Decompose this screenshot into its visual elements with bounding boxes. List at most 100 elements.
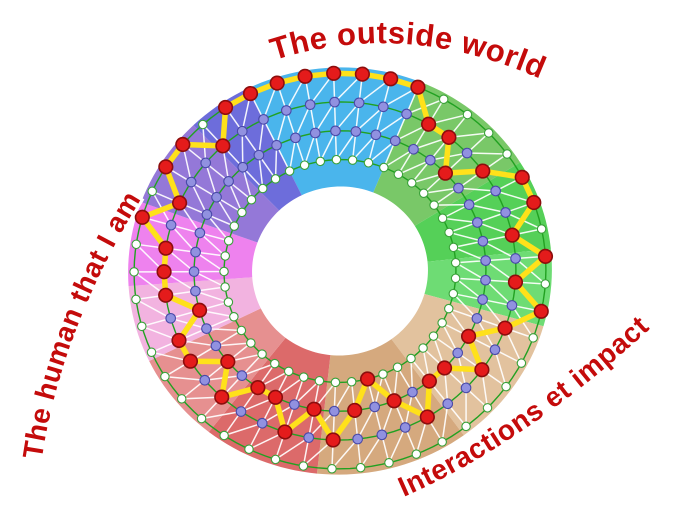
- selected-level-node[interactable]: [134, 209, 150, 225]
- ring1-node[interactable]: [463, 199, 475, 210]
- ring3-node[interactable]: [536, 224, 547, 234]
- ring0-node[interactable]: [246, 338, 256, 348]
- ring1-node[interactable]: [408, 143, 419, 155]
- selected-level-node[interactable]: [217, 99, 234, 116]
- ring1-node[interactable]: [350, 126, 362, 137]
- ring1-node[interactable]: [236, 370, 248, 381]
- ring1-node[interactable]: [190, 246, 201, 258]
- ring0-node[interactable]: [437, 213, 448, 224]
- ring0-node[interactable]: [444, 303, 454, 314]
- ring2-node[interactable]: [304, 99, 316, 111]
- selected-level-node[interactable]: [419, 409, 435, 425]
- ring0-node[interactable]: [448, 242, 459, 253]
- selected-level-node[interactable]: [215, 138, 231, 154]
- ring0-node[interactable]: [392, 362, 403, 372]
- ring2-node[interactable]: [235, 406, 247, 417]
- selected-level-node[interactable]: [497, 320, 513, 336]
- ring3-node[interactable]: [438, 94, 449, 104]
- ring3-node[interactable]: [461, 421, 471, 432]
- ring1-node[interactable]: [237, 161, 249, 173]
- ring2-node[interactable]: [399, 422, 411, 433]
- selected-level-node[interactable]: [347, 402, 363, 418]
- ring1-node[interactable]: [424, 154, 436, 166]
- selected-level-node[interactable]: [504, 227, 520, 243]
- ring2-node[interactable]: [165, 219, 177, 231]
- ring0-node[interactable]: [223, 297, 234, 307]
- selected-level-node[interactable]: [269, 75, 285, 91]
- ring2-node[interactable]: [199, 374, 211, 386]
- ring3-node[interactable]: [131, 239, 141, 250]
- ring3-node[interactable]: [437, 437, 447, 447]
- ring0-node[interactable]: [270, 358, 280, 369]
- ring2-node[interactable]: [461, 147, 473, 159]
- selected-level-node[interactable]: [436, 360, 453, 376]
- ring1-node[interactable]: [477, 235, 489, 247]
- ring2-node[interactable]: [376, 429, 388, 441]
- ring1-node[interactable]: [452, 347, 464, 359]
- ring1-node[interactable]: [290, 132, 301, 144]
- ring0-node[interactable]: [283, 366, 294, 377]
- ring1-node[interactable]: [328, 405, 340, 417]
- selected-level-node[interactable]: [354, 66, 370, 82]
- ring3-node[interactable]: [146, 347, 157, 358]
- ring1-node[interactable]: [190, 285, 201, 297]
- ring2-node[interactable]: [258, 114, 269, 125]
- selected-level-node[interactable]: [158, 287, 174, 303]
- ring3-node[interactable]: [462, 109, 473, 120]
- ring0-node[interactable]: [220, 251, 231, 261]
- ring0-node[interactable]: [450, 258, 461, 268]
- selected-level-node[interactable]: [537, 248, 554, 264]
- selected-level-node[interactable]: [220, 354, 236, 370]
- selected-level-node[interactable]: [386, 393, 402, 409]
- ring0-node[interactable]: [444, 227, 454, 238]
- ring3-node[interactable]: [198, 119, 208, 130]
- ring0-node[interactable]: [220, 282, 230, 292]
- ring2-node[interactable]: [490, 185, 502, 197]
- selected-level-node[interactable]: [242, 85, 259, 102]
- selected-level-node[interactable]: [250, 379, 266, 396]
- ring0-node[interactable]: [347, 155, 358, 165]
- selected-level-node[interactable]: [306, 401, 322, 417]
- ring0-node[interactable]: [407, 178, 417, 188]
- ring3-node[interactable]: [411, 449, 422, 459]
- ring3-node[interactable]: [137, 321, 147, 332]
- selected-level-node[interactable]: [171, 332, 187, 349]
- ring0-node[interactable]: [418, 188, 429, 199]
- ring0-node[interactable]: [258, 183, 268, 194]
- selected-level-node[interactable]: [267, 389, 284, 405]
- ring3-node[interactable]: [501, 381, 511, 392]
- selected-level-node[interactable]: [359, 371, 376, 387]
- selected-level-node[interactable]: [171, 195, 188, 211]
- selected-level-node[interactable]: [475, 163, 491, 179]
- ring1-node[interactable]: [194, 227, 206, 239]
- ring1-node[interactable]: [407, 386, 418, 398]
- ring3-node[interactable]: [129, 267, 139, 277]
- ring0-node[interactable]: [223, 236, 234, 246]
- ring0-node[interactable]: [428, 331, 439, 341]
- ring3-node[interactable]: [219, 430, 229, 441]
- ring2-node[interactable]: [200, 157, 212, 169]
- ring1-node[interactable]: [389, 135, 401, 147]
- selected-level-node[interactable]: [460, 328, 477, 344]
- ring2-node[interactable]: [303, 432, 315, 443]
- ring0-node[interactable]: [418, 343, 428, 353]
- selected-level-node[interactable]: [191, 302, 208, 318]
- selected-level-node[interactable]: [175, 136, 191, 153]
- ring0-node[interactable]: [314, 376, 325, 386]
- ring3-node[interactable]: [528, 333, 538, 343]
- ring1-node[interactable]: [453, 182, 464, 194]
- ring1-node[interactable]: [330, 125, 341, 137]
- ring2-node[interactable]: [353, 97, 365, 109]
- ring3-node[interactable]: [270, 454, 281, 465]
- ring0-node[interactable]: [346, 376, 357, 387]
- ring3-node[interactable]: [327, 464, 337, 474]
- ring0-node[interactable]: [229, 312, 239, 322]
- ring0-node[interactable]: [450, 273, 461, 284]
- ring3-node[interactable]: [298, 461, 309, 471]
- ring0-node[interactable]: [437, 318, 447, 328]
- ring1-node[interactable]: [477, 294, 488, 305]
- ring1-node[interactable]: [369, 401, 381, 413]
- ring2-node[interactable]: [185, 176, 197, 188]
- ring1-node[interactable]: [253, 149, 265, 161]
- ring2-node[interactable]: [256, 417, 268, 429]
